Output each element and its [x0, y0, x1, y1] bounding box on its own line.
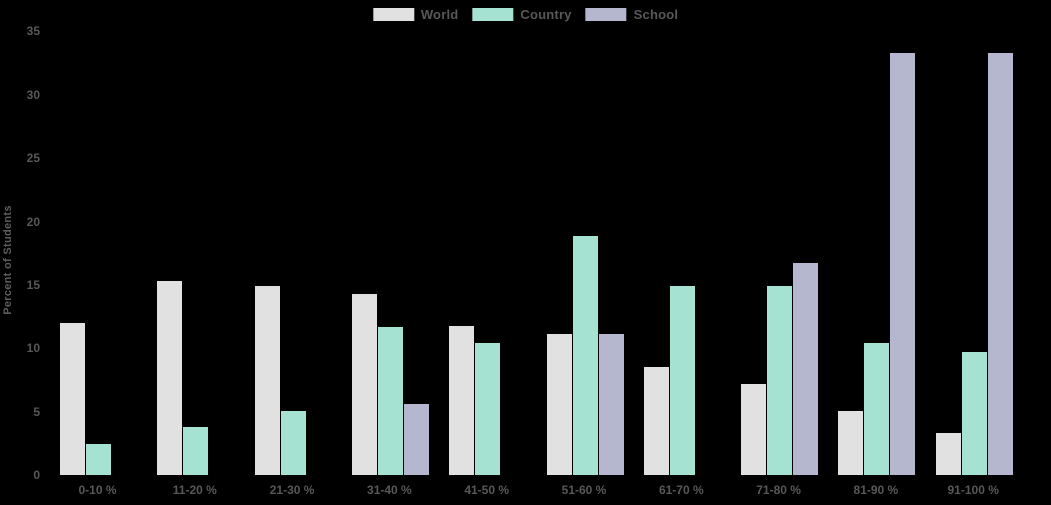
bar-school-4 [403, 404, 429, 476]
bar-world-1 [60, 323, 85, 476]
bar-world-9 [838, 410, 864, 476]
legend-swatch [372, 8, 414, 21]
legend: World Country School [372, 7, 679, 22]
bar-country-7 [669, 286, 695, 476]
bar-world-7 [643, 367, 669, 476]
bar-country-9 [864, 343, 890, 476]
bar-school-10 [987, 52, 1013, 476]
x-tick-label: 0-10 % [78, 483, 117, 497]
legend-item-school: School [585, 7, 679, 22]
x-tick-label: 61-70 % [658, 483, 704, 497]
bar-world-4 [351, 293, 377, 476]
y-tick-label: 35 [26, 24, 40, 39]
legend-item-world: World [372, 7, 459, 22]
x-tick-label: 71-80 % [756, 483, 801, 497]
bar-country-4 [377, 326, 403, 476]
y-tick-label: 0 [33, 468, 40, 483]
x-tick-label: 11-20 % [172, 483, 217, 497]
legend-label: World [420, 7, 459, 22]
y-tick-label: 5 [33, 404, 40, 419]
legend-item-country: Country [472, 7, 571, 22]
bar-world-10 [935, 433, 961, 476]
y-tick-label: 15 [26, 278, 40, 292]
legend-swatch [585, 8, 627, 21]
bar-country-10 [961, 352, 987, 476]
bar-school-6 [598, 334, 624, 476]
bar-country-8 [767, 286, 793, 476]
x-tick-label: 51-60 % [561, 483, 607, 497]
y-tick-label: 20 [26, 214, 40, 229]
bar-world-3 [254, 286, 280, 476]
bar-world-2 [157, 281, 183, 476]
bar-country-1 [86, 443, 111, 476]
x-tick-label: 21-30 % [269, 483, 315, 497]
legend-label: School [633, 7, 679, 22]
bar-country-3 [280, 410, 306, 476]
x-tick-label: 31-40 % [367, 483, 412, 497]
bar-world-8 [741, 383, 767, 476]
bar-world-5 [449, 325, 475, 476]
x-tick-label: 91-100 % [947, 483, 999, 497]
bar-country-6 [572, 235, 598, 476]
bar-country-5 [475, 343, 501, 476]
legend-swatch [472, 8, 514, 21]
x-tick-label: 81-90 % [853, 483, 899, 497]
bar-school-8 [793, 263, 819, 476]
bar-world-6 [546, 334, 572, 476]
legend-label: Country [520, 7, 572, 22]
y-tick-label: 25 [26, 151, 40, 166]
bar-country-2 [183, 427, 209, 476]
y-tick-label: 10 [26, 341, 40, 356]
x-tick-label: 41-50 % [464, 483, 510, 497]
y-tick-label: 30 [26, 87, 40, 102]
bar-school-9 [890, 52, 916, 476]
